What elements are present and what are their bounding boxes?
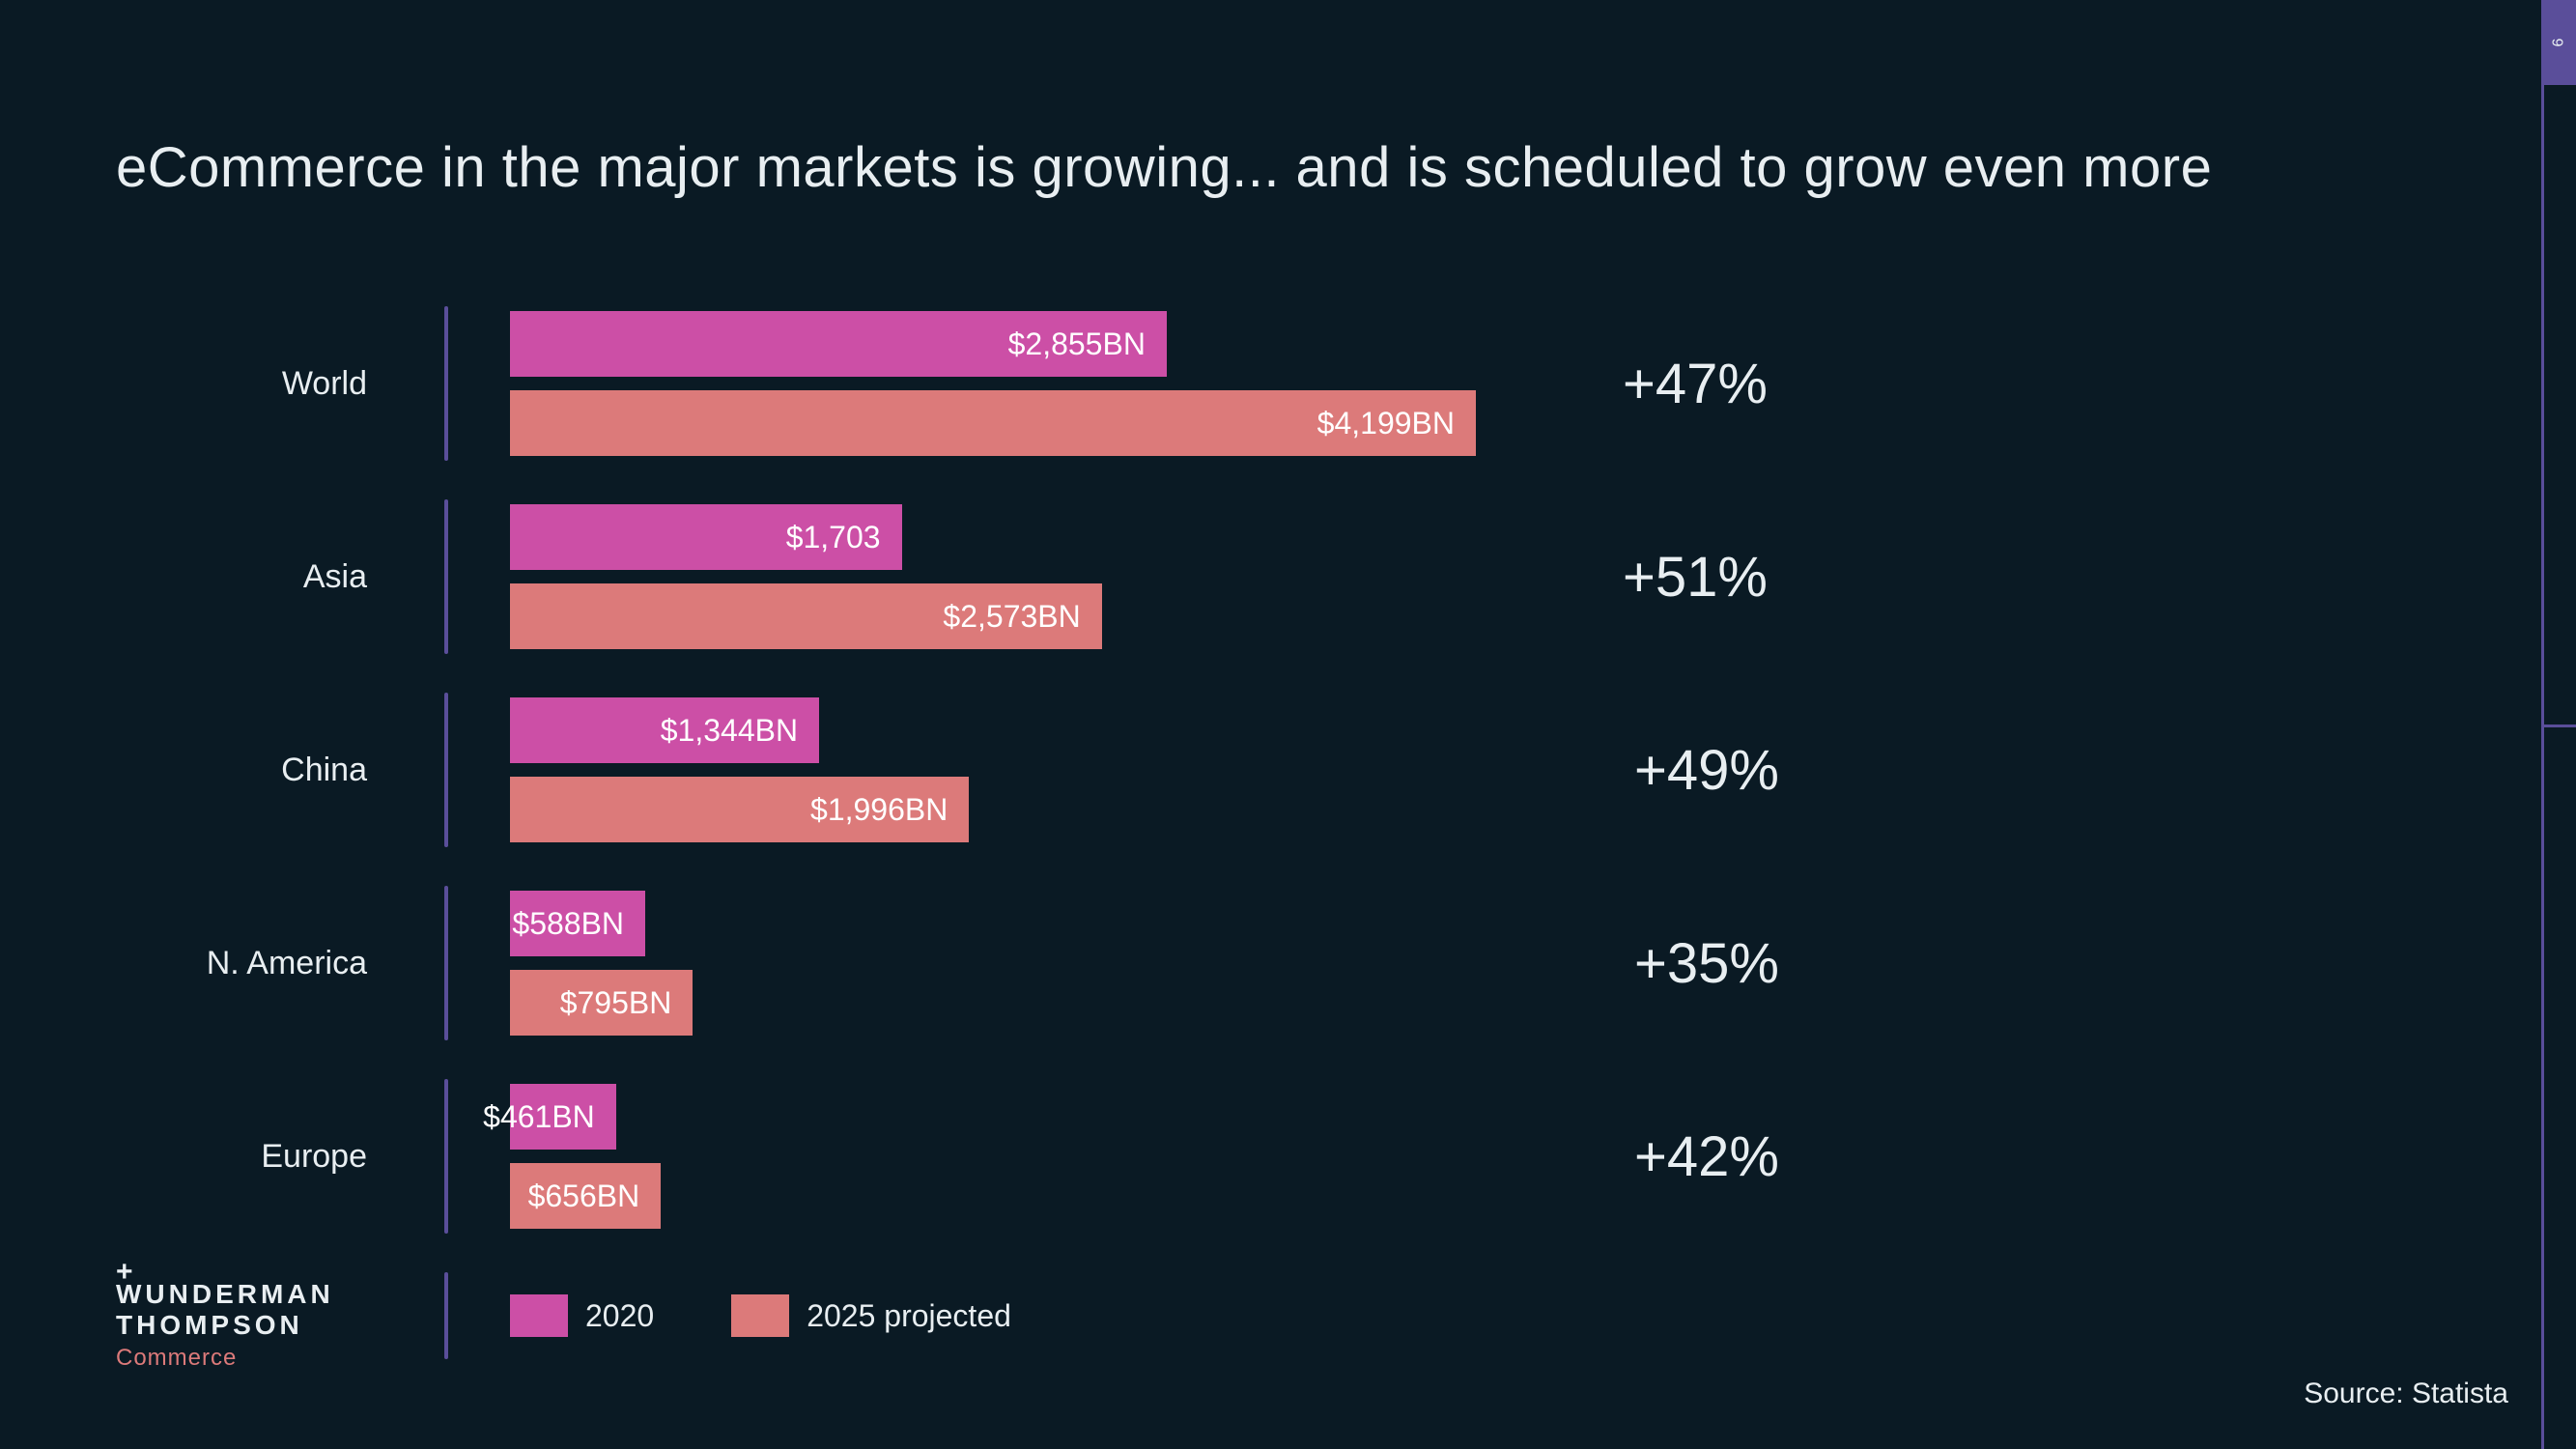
bar-2025: $656BN — [510, 1163, 661, 1229]
slide-title: eCommerce in the major markets is growin… — [116, 135, 2460, 200]
bar-2020: $2,855BN — [510, 311, 1167, 377]
axis-tick — [444, 1272, 448, 1359]
page-number: 6 — [2550, 39, 2567, 47]
bar-2025: $795BN — [510, 970, 693, 1036]
chart-row: Asia$1,703$2,573BN+51% — [444, 499, 2460, 654]
bar-value-label: $1,344BN — [661, 713, 798, 749]
legend: 2020 2025 projected — [444, 1272, 2460, 1359]
slide: eCommerce in the major markets is growin… — [0, 0, 2576, 1449]
bar-chart: World$2,855BN$4,199BN+47%Asia$1,703$2,57… — [444, 306, 2460, 1359]
chart-row: World$2,855BN$4,199BN+47% — [444, 306, 2460, 461]
bar-2025: $1,996BN — [510, 777, 969, 842]
side-divider — [2541, 724, 2576, 727]
legend-label: 2025 projected — [807, 1298, 1011, 1334]
logo-line-3: Commerce — [116, 1345, 334, 1372]
bar-value-label: $588BN — [512, 906, 624, 942]
page-number-tab: 6 — [2541, 0, 2576, 85]
bar-value-label: $795BN — [560, 985, 672, 1021]
bar-pair: $588BN $795BN — [510, 891, 693, 1036]
bar-2020: $588BN — [510, 891, 645, 956]
logo-line-1: WUNDERMAN — [116, 1279, 334, 1310]
bar-value-label: $656BN — [528, 1179, 640, 1214]
legend-swatch — [731, 1294, 789, 1337]
bar-value-label: $1,703 — [786, 520, 881, 555]
bar-value-label: $461BN — [483, 1099, 595, 1135]
source-attribution: Source: Statista — [2304, 1378, 2508, 1410]
bar-value-label: $2,573BN — [943, 599, 1080, 635]
bar-2025: $4,199BN — [510, 390, 1476, 456]
row-label: Europe — [261, 1138, 367, 1176]
legend-item-2025: 2025 projected — [731, 1294, 1011, 1337]
growth-percent: +51% — [1623, 545, 1768, 610]
bar-value-label: $2,855BN — [1008, 327, 1146, 362]
axis-tick — [444, 693, 448, 847]
bar-pair: $2,855BN $4,199BN — [510, 311, 1476, 456]
logo-line-2: THOMPSON — [116, 1310, 334, 1341]
axis-tick — [444, 1079, 448, 1234]
legend-item-2020: 2020 — [510, 1294, 654, 1337]
axis-tick — [444, 886, 448, 1040]
growth-percent: +47% — [1623, 352, 1768, 416]
bar-2020: $1,703 — [510, 504, 902, 570]
chart-row: N. America$588BN$795BN+35% — [444, 886, 2460, 1040]
legend-swatch — [510, 1294, 568, 1337]
growth-percent: +49% — [1634, 738, 1779, 803]
bar-pair: $1,344BN $1,996BN — [510, 697, 969, 842]
legend-label: 2020 — [585, 1298, 654, 1334]
chart-row: China$1,344BN$1,996BN+49% — [444, 693, 2460, 847]
bar-value-label: $1,996BN — [810, 792, 948, 828]
growth-percent: +42% — [1634, 1124, 1779, 1189]
bar-2020: $461BN — [510, 1084, 616, 1150]
brand-logo: + WUNDERMAN THOMPSON Commerce — [116, 1264, 334, 1372]
axis-tick — [444, 499, 448, 654]
bar-pair: $461BN $656BN — [510, 1084, 661, 1229]
bar-value-label: $4,199BN — [1317, 406, 1455, 441]
bar-2025: $2,573BN — [510, 583, 1102, 649]
chart-row: Europe$461BN$656BN+42% — [444, 1079, 2460, 1234]
bar-pair: $1,703 $2,573BN — [510, 504, 1102, 649]
row-label: World — [282, 365, 367, 403]
growth-percent: +35% — [1634, 931, 1779, 996]
row-label: Asia — [303, 558, 367, 596]
row-label: China — [281, 752, 367, 789]
axis-tick — [444, 306, 448, 461]
legend-items: 2020 2025 projected — [510, 1294, 1011, 1337]
bar-2020: $1,344BN — [510, 697, 819, 763]
row-label: N. America — [207, 945, 367, 982]
